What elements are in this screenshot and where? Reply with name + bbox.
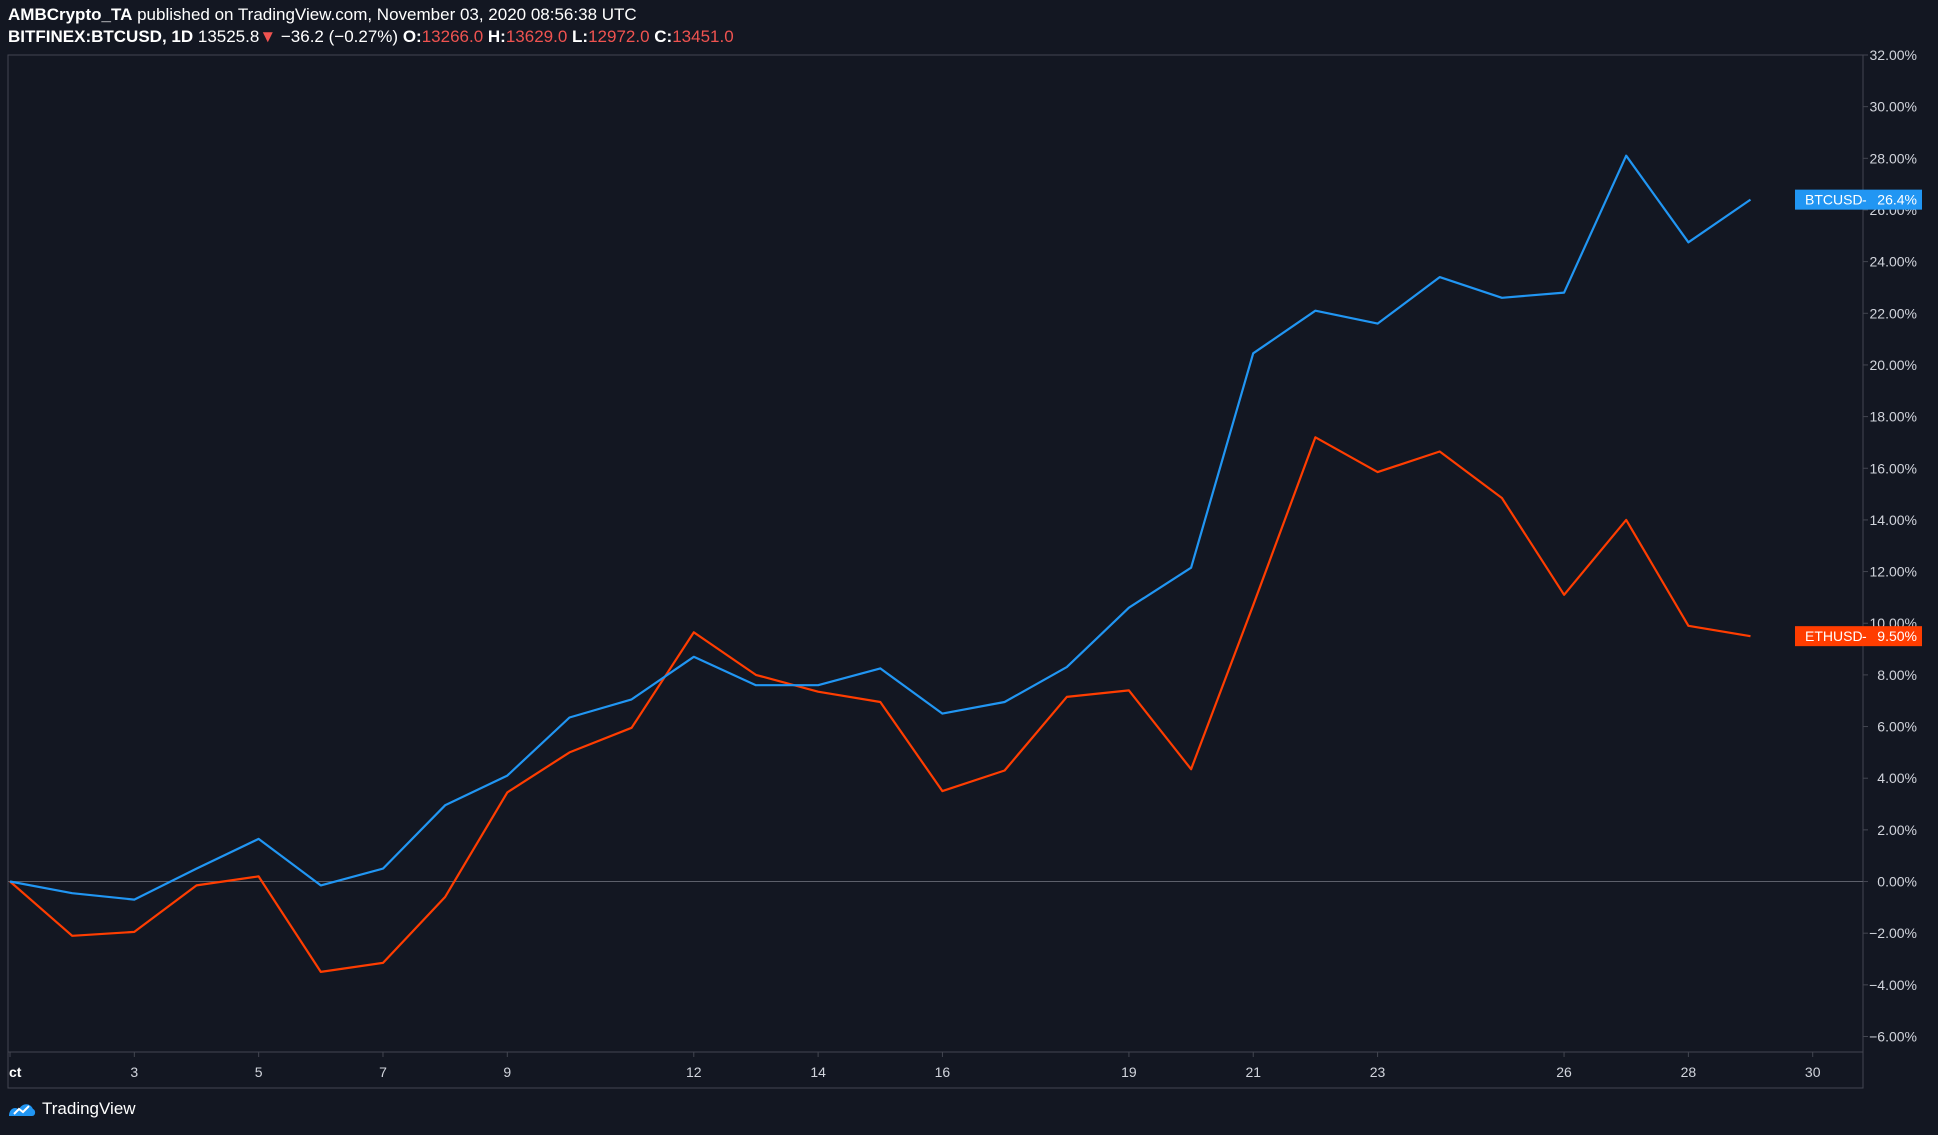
x-tick-label: 9 — [503, 1064, 511, 1080]
chart-header: AMBCrypto_TA published on TradingView.co… — [8, 4, 1908, 48]
low-value: 12972.0 — [588, 27, 650, 46]
y-tick-label: 14.00% — [1870, 512, 1917, 528]
down-arrow-icon: ▼ — [259, 27, 277, 46]
last-value-series-name: BTCUSD — [1805, 192, 1863, 208]
x-tick-label: 3 — [130, 1064, 138, 1080]
last-value-text: 9.50% — [1877, 628, 1917, 644]
y-tick-label: 30.00% — [1870, 99, 1917, 115]
x-tick-label: 26 — [1556, 1064, 1572, 1080]
x-tick-label: 14 — [810, 1064, 826, 1080]
last-value-label-bg — [1795, 626, 1922, 647]
y-tick-label: −6.00% — [1869, 1029, 1917, 1045]
y-tick-label: 18.00% — [1870, 409, 1917, 425]
y-tick-label: 8.00% — [1877, 667, 1917, 683]
tradingview-logo-icon — [9, 1104, 36, 1116]
y-tick-label: 2.00% — [1877, 822, 1917, 838]
x-tick-label: 12 — [686, 1064, 702, 1080]
open-value: 13266.0 — [421, 27, 484, 46]
close-value: 13451.0 — [672, 27, 734, 46]
y-tick-label: 4.00% — [1877, 770, 1917, 786]
x-tick-label: 21 — [1245, 1064, 1261, 1080]
y-tick-label: 20.00% — [1870, 357, 1917, 373]
last-value-label-ethusd: ETHUSD -9.50% — [1795, 626, 1922, 647]
y-tick-label: 16.00% — [1870, 460, 1917, 476]
tradingview-brand: TradingView — [42, 1099, 136, 1118]
series-lines — [8, 154, 1863, 974]
y-tick-label: 6.00% — [1877, 719, 1917, 735]
open-label: O: — [402, 27, 422, 46]
y-tick-label: 0.00% — [1877, 874, 1917, 890]
close-label: C: — [654, 27, 673, 46]
symbol-info: BITFINEX:BTCUSD, 1D 13525.8▼ −36.2 (−0.2… — [8, 26, 1908, 48]
symbol-name[interactable]: BITFINEX:BTCUSD, 1D — [8, 27, 194, 46]
high-label: H: — [487, 27, 506, 46]
time-axis[interactable]: ct 3 5 7 9 12 14 16 19 21 23 26 28 30 — [9, 1052, 1821, 1080]
series-line-ethusd[interactable] — [9, 436, 1751, 974]
last-value-label-btcusd: BTCUSD -26.4% — [1795, 189, 1922, 210]
last-value-separator: - — [1862, 192, 1867, 208]
last-value-label-bg — [1795, 189, 1922, 210]
y-tick-label: 22.00% — [1870, 305, 1917, 321]
published-text: published on TradingView.com, November 0… — [132, 5, 637, 24]
y-tick-label: 28.00% — [1870, 150, 1917, 166]
price-axis[interactable]: 32.00%30.00%28.00%26.00%24.00%22.00%20.0… — [1863, 47, 1917, 1045]
author-name[interactable]: AMBCrypto_TA — [8, 5, 133, 24]
x-tick-label: 16 — [935, 1064, 951, 1080]
x-tick-label: 30 — [1805, 1064, 1821, 1080]
high-value: 13629.0 — [505, 27, 568, 46]
last-value-text: 26.4% — [1877, 192, 1917, 208]
y-tick-label: −2.00% — [1869, 925, 1917, 941]
x-tick-label: 23 — [1370, 1064, 1386, 1080]
x-tick-label: ct — [9, 1064, 22, 1080]
y-tick-label: 24.00% — [1870, 254, 1917, 270]
tradingview-footer[interactable]: TradingView — [8, 1099, 136, 1119]
y-tick-label: 12.00% — [1870, 564, 1917, 580]
y-tick-label: 32.00% — [1870, 47, 1917, 63]
price-change: −36.2 (−0.27%) — [280, 27, 399, 46]
y-tick-label: −4.00% — [1869, 977, 1917, 993]
x-tick-label: 28 — [1681, 1064, 1697, 1080]
last-price: 13525.8 — [197, 27, 260, 46]
publish-info: AMBCrypto_TA published on TradingView.co… — [8, 4, 1908, 26]
low-label: L: — [572, 27, 589, 46]
x-tick-label: 19 — [1121, 1064, 1137, 1080]
series-line-btcusd[interactable] — [9, 154, 1752, 901]
x-tick-label: 5 — [255, 1064, 263, 1080]
last-value-series-name: ETHUSD — [1805, 628, 1863, 644]
x-tick-label: 7 — [379, 1064, 387, 1080]
last-value-separator: - — [1862, 628, 1867, 644]
series-last-value-labels: BTCUSD -26.4%ETHUSD -9.50% — [1795, 189, 1922, 647]
